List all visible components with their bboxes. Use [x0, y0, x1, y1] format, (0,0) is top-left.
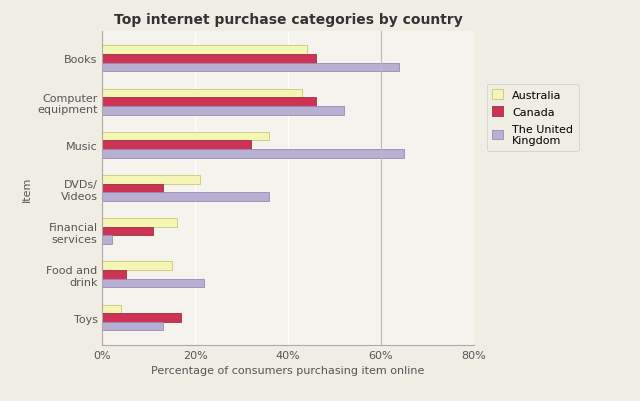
Bar	[102, 89, 302, 98]
Bar	[102, 176, 200, 184]
Bar	[102, 55, 316, 63]
Bar	[102, 141, 251, 150]
Bar	[102, 184, 163, 193]
Bar	[102, 279, 205, 288]
Bar	[102, 262, 172, 270]
Bar	[102, 63, 399, 72]
Bar	[102, 227, 154, 236]
Legend: Australia, Canada, The United
Kingdom: Australia, Canada, The United Kingdom	[486, 85, 579, 151]
Y-axis label: Item: Item	[22, 176, 31, 201]
Bar	[102, 219, 177, 227]
Bar	[102, 107, 344, 115]
Bar	[102, 305, 121, 314]
Bar	[102, 98, 316, 107]
X-axis label: Percentage of consumers purchasing item online: Percentage of consumers purchasing item …	[151, 365, 425, 375]
Bar	[102, 150, 404, 158]
Bar	[102, 236, 112, 245]
Bar	[102, 314, 181, 322]
Title: Top internet purchase categories by country: Top internet purchase categories by coun…	[114, 13, 462, 27]
Bar	[102, 193, 269, 201]
Bar	[102, 270, 125, 279]
Bar	[102, 322, 163, 331]
Bar	[102, 46, 307, 55]
Bar	[102, 132, 269, 141]
